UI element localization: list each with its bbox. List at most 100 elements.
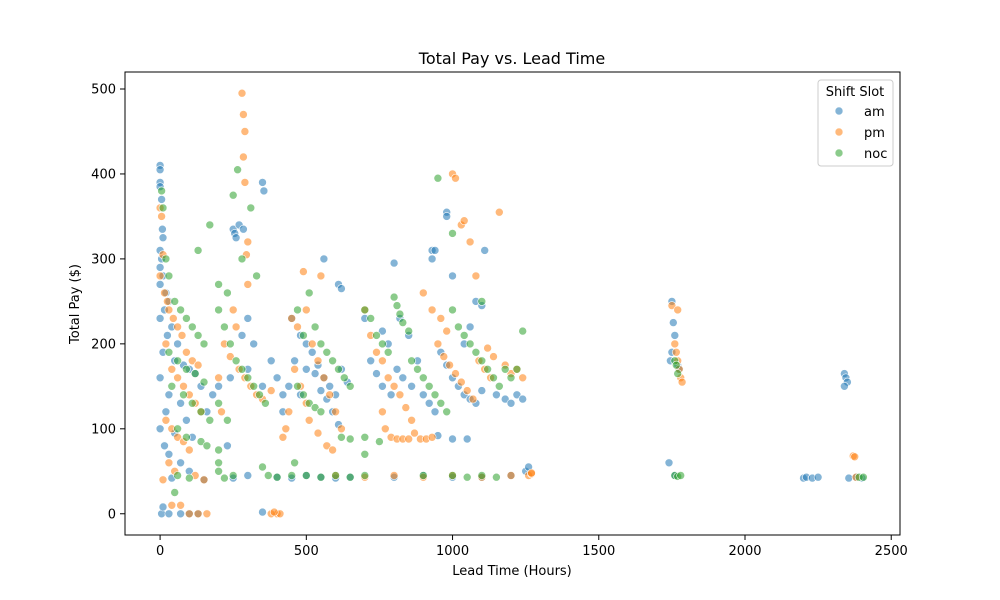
point-noc-34: [214, 280, 223, 289]
point-noc-107: [489, 373, 498, 383]
chart-title: Total Pay vs. Lead Time: [418, 49, 605, 68]
point-noc-93: [413, 364, 422, 374]
point-noc-25: [214, 458, 223, 468]
point-pm-29: [158, 475, 168, 485]
point-pm-95: [410, 428, 419, 438]
point-noc-88: [392, 301, 402, 310]
point-noc-90: [398, 318, 408, 327]
point-noc-26: [173, 471, 182, 480]
x-ticks: 0 500 1000 1500 2000 2500: [156, 535, 908, 559]
point-am-108: [392, 364, 402, 374]
x-tick-label-1500: 1500: [582, 544, 615, 559]
point-noc-38: [246, 203, 256, 213]
points-layer: [155, 88, 868, 519]
point-pm-16: [179, 381, 188, 391]
point-noc-37: [228, 190, 238, 200]
point-noc-56: [290, 458, 299, 468]
point-am-106: [378, 381, 387, 391]
point-am-11: [155, 280, 165, 289]
point-pm-113: [456, 377, 466, 387]
point-noc-4: [170, 297, 179, 306]
point-noc-86: [383, 347, 393, 357]
point-noc-33: [205, 220, 215, 230]
point-noc-51: [223, 415, 232, 425]
point-noc-85: [378, 339, 387, 349]
point-noc-80: [360, 449, 370, 459]
point-am-134: [500, 394, 510, 404]
point-pm-94: [404, 434, 414, 444]
point-am-150: [670, 331, 680, 340]
point-pm-110: [439, 352, 449, 361]
point-noc-13: [190, 369, 200, 378]
point-am-77: [301, 364, 311, 374]
y-tick-label-200: 200: [91, 337, 116, 352]
point-noc-41: [214, 305, 223, 315]
point-noc-70: [339, 373, 349, 383]
point-am-112: [424, 398, 434, 408]
point-am-76: [290, 356, 299, 366]
point-noc-42: [220, 322, 229, 332]
point-noc-104: [471, 347, 481, 357]
point-noc-55: [287, 471, 297, 480]
point-noc-67: [322, 347, 332, 357]
point-noc-82: [360, 305, 370, 315]
legend-items: am pm noc: [834, 105, 887, 162]
legend-label-am: am: [864, 105, 885, 120]
point-noc-106: [483, 364, 492, 374]
point-pm-62: [301, 305, 311, 315]
series-noc: [157, 165, 868, 497]
point-pm-114: [462, 386, 472, 395]
point-noc-23: [202, 441, 212, 451]
point-am-149: [668, 318, 678, 327]
point-pm-135: [527, 468, 536, 478]
point-pm-143: [673, 305, 683, 315]
point-noc-2: [161, 254, 171, 264]
point-noc-103: [465, 339, 475, 349]
point-am-61: [226, 373, 235, 383]
point-pm-115: [468, 394, 478, 404]
point-noc-17: [188, 398, 197, 408]
point-pm-89: [378, 407, 387, 417]
point-am-119: [448, 271, 457, 281]
point-noc-8: [193, 331, 203, 340]
point-am-48: [231, 233, 241, 242]
point-pm-37: [240, 127, 250, 136]
point-pm-88: [407, 415, 416, 425]
point-pm-136: [667, 301, 677, 310]
point-pm-15: [173, 373, 182, 383]
point-noc-91: [404, 326, 414, 336]
point-pm-86: [395, 390, 405, 400]
point-noc-29: [220, 473, 229, 483]
point-noc-31: [170, 488, 179, 497]
point-noc-14: [199, 377, 209, 387]
point-noc-89: [395, 309, 405, 319]
point-pm-134: [506, 471, 516, 480]
point-am-133: [492, 390, 501, 400]
point-am-100: [389, 258, 399, 268]
point-noc-20: [173, 424, 182, 434]
point-pm-78: [328, 445, 337, 455]
point-noc-39: [237, 254, 247, 264]
point-am-140: [462, 434, 472, 444]
x-tick-label-0: 0: [156, 544, 164, 559]
point-am-26: [164, 390, 174, 400]
point-noc-15: [167, 381, 177, 391]
point-pm-145: [850, 452, 860, 462]
point-pm-38: [239, 152, 248, 162]
point-pm-40: [243, 237, 253, 247]
point-pm-14: [167, 364, 177, 374]
point-am-136: [512, 390, 522, 400]
point-noc-110: [506, 373, 516, 383]
point-am-30: [155, 424, 165, 434]
legend-label-noc: noc: [864, 147, 887, 162]
x-tick-label-1000: 1000: [436, 544, 469, 559]
point-noc-97: [436, 398, 446, 408]
point-am-141: [448, 434, 457, 444]
point-pm-75: [304, 415, 314, 425]
point-pm-138: [671, 347, 681, 357]
point-am-52: [259, 186, 269, 196]
point-noc-60: [345, 472, 355, 482]
point-pm-61: [299, 267, 308, 276]
point-noc-9: [199, 339, 209, 349]
